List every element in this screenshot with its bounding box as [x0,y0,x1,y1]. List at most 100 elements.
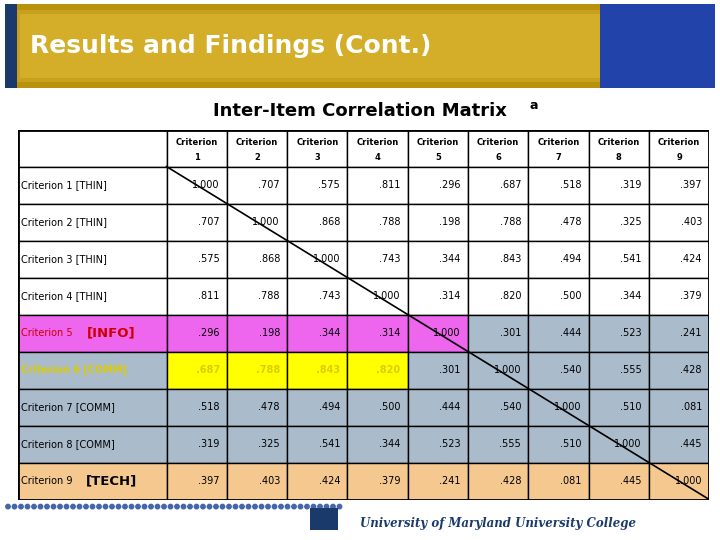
Bar [528,130,589,166]
Text: .301: .301 [500,328,521,338]
Text: .403: .403 [680,217,702,227]
Circle shape [32,504,36,509]
Bar [649,166,709,204]
Circle shape [318,504,323,509]
Bar [649,426,709,462]
Text: .820: .820 [500,291,521,301]
Bar [287,204,348,241]
Text: .424: .424 [319,476,341,486]
Text: .379: .379 [680,291,702,301]
Bar [166,315,227,352]
Text: .500: .500 [560,291,581,301]
Circle shape [305,504,309,509]
Text: Criterion: Criterion [537,138,580,147]
Circle shape [324,504,329,509]
Text: .687: .687 [196,365,220,375]
Text: .325: .325 [258,439,280,449]
Circle shape [227,504,231,509]
Circle shape [272,504,276,509]
Bar [468,462,528,500]
Circle shape [156,504,160,509]
Text: 5: 5 [435,153,441,162]
Text: 1.000: 1.000 [312,254,341,264]
Bar [166,130,227,166]
Text: 1.000: 1.000 [675,476,702,486]
Bar [528,389,589,426]
Bar [589,462,649,500]
Text: Criterion 9: Criterion 9 [21,476,76,486]
Circle shape [214,504,218,509]
Bar [18,315,166,352]
Text: 1.000: 1.000 [253,217,280,227]
Circle shape [285,504,289,509]
Bar [528,241,589,278]
Bar [166,278,227,314]
Bar [166,241,227,278]
Text: [INFO]: [INFO] [87,327,136,340]
Text: Criterion: Criterion [477,138,519,147]
Text: Criterion: Criterion [598,138,640,147]
Bar [589,352,649,389]
Circle shape [188,504,192,509]
Text: .510: .510 [560,439,581,449]
Circle shape [292,504,296,509]
Circle shape [181,504,186,509]
Text: .296: .296 [439,180,461,190]
Circle shape [143,504,147,509]
Bar [468,352,528,389]
Text: 6: 6 [495,153,501,162]
Circle shape [194,504,199,509]
Text: Criterion 5: Criterion 5 [21,328,76,338]
Bar [649,315,709,352]
Text: 1: 1 [194,153,199,162]
Text: .241: .241 [680,328,702,338]
Bar [287,426,348,462]
Bar [589,166,649,204]
Bar [18,462,166,500]
Bar [528,352,589,389]
Bar [589,204,649,241]
Text: 1.000: 1.000 [433,328,461,338]
Text: [TECH]: [TECH] [86,475,137,488]
Circle shape [84,504,89,509]
Circle shape [58,504,62,509]
Circle shape [25,504,30,509]
Text: .241: .241 [439,476,461,486]
Circle shape [246,504,251,509]
Text: 1.000: 1.000 [494,365,521,375]
Bar [227,315,287,352]
Text: .403: .403 [258,476,280,486]
Text: .518: .518 [198,402,220,412]
Bar [348,352,408,389]
Text: 3: 3 [315,153,320,162]
Text: .397: .397 [680,180,702,190]
Text: .788: .788 [258,291,280,301]
Bar [18,389,166,426]
Bar [287,352,348,389]
Bar [227,462,287,500]
Text: .319: .319 [621,180,642,190]
Text: 8: 8 [616,153,621,162]
Bar [166,352,227,389]
Bar [589,315,649,352]
Text: 1.000: 1.000 [192,180,220,190]
Bar [468,130,528,166]
Bar [468,315,528,352]
Text: .555: .555 [620,365,642,375]
Text: .555: .555 [500,439,521,449]
Text: .868: .868 [258,254,280,264]
Text: .707: .707 [198,217,220,227]
Bar [166,166,227,204]
Bar [287,166,348,204]
Text: .541: .541 [620,254,642,264]
Text: .344: .344 [319,328,341,338]
Bar [18,166,166,204]
Bar [348,241,408,278]
Bar [600,4,715,88]
Text: .325: .325 [620,217,642,227]
Bar [348,462,408,500]
Bar [589,389,649,426]
Bar [287,462,348,500]
Bar [348,389,408,426]
Text: .444: .444 [439,402,461,412]
